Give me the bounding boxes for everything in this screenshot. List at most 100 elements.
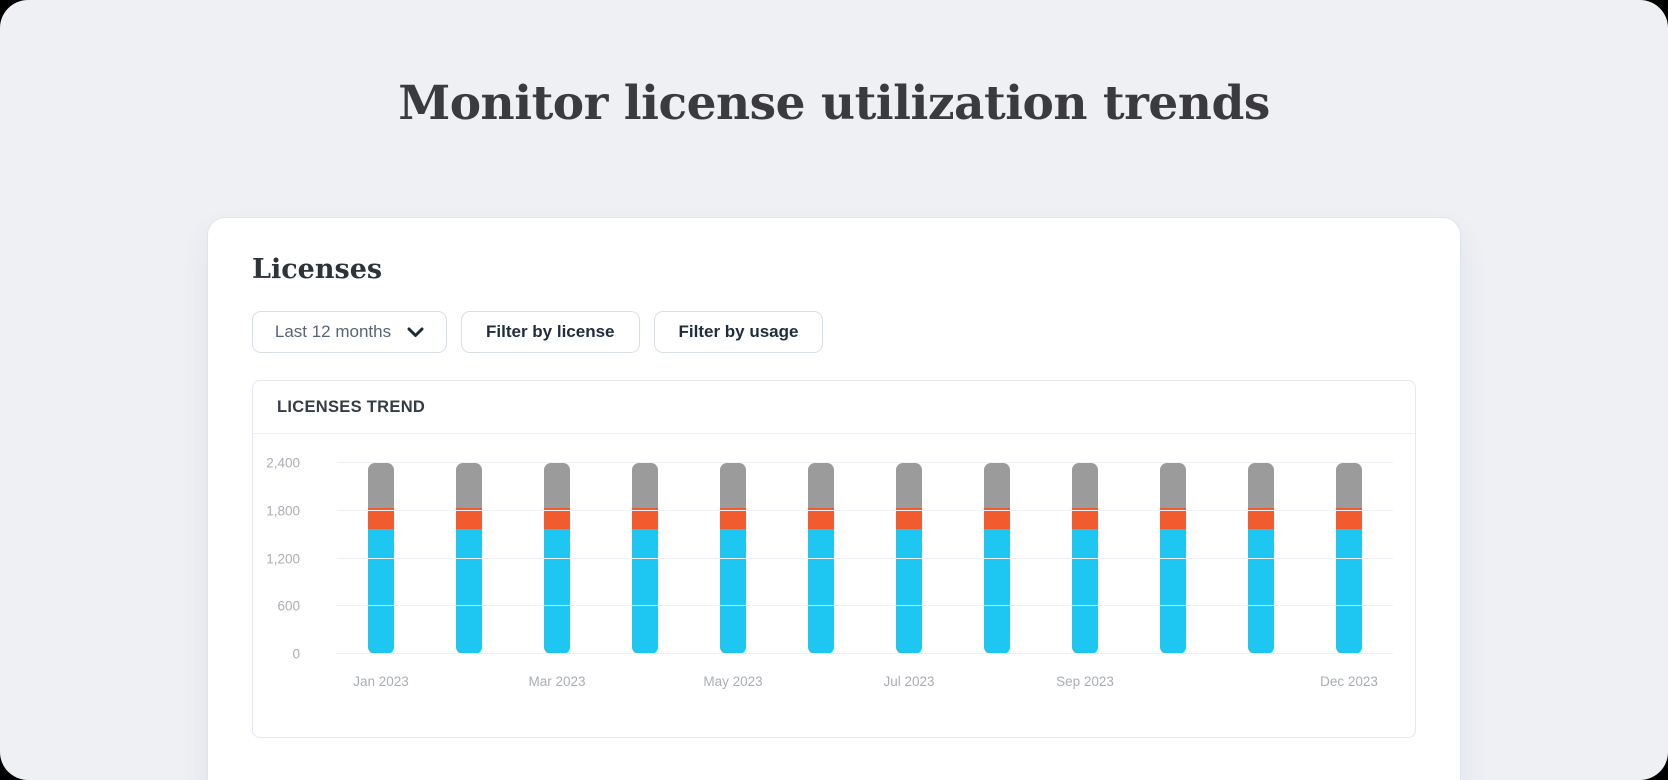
bar-segment-gray-segment xyxy=(1072,463,1098,508)
stacked-bar xyxy=(368,463,394,654)
bar-segment-gray-segment xyxy=(720,463,746,508)
licenses-card: Licenses Last 12 months Filter by licens… xyxy=(207,217,1461,780)
licenses-trend-panel: LICENSES TREND 0 600 1,200 1,800 2,400 Jan 2… xyxy=(252,380,1416,738)
gridline xyxy=(337,653,1393,654)
stacked-bar xyxy=(1248,463,1274,654)
bar-segment-cyan-segment xyxy=(456,529,482,654)
bar-segment-cyan-segment xyxy=(1248,529,1274,654)
bar-segment-cyan-segment xyxy=(896,529,922,654)
bar-segment-orange-segment xyxy=(544,508,570,529)
bar-segment-orange-segment xyxy=(896,508,922,529)
bar-slot xyxy=(337,463,425,654)
bar-segment-gray-segment xyxy=(456,463,482,508)
bar-slot xyxy=(689,463,777,654)
bar-segment-cyan-segment xyxy=(368,529,394,654)
stacked-bar xyxy=(544,463,570,654)
bar-segment-gray-segment xyxy=(1248,463,1274,508)
bar-slot xyxy=(953,463,1041,654)
x-tick-label: Jan 2023 xyxy=(353,674,409,689)
x-tick-label xyxy=(1129,674,1217,691)
bar-slot xyxy=(1217,463,1305,654)
bar-segment-cyan-segment xyxy=(984,529,1010,654)
gridline xyxy=(337,605,1393,607)
plot-area xyxy=(337,462,1393,654)
y-tick-label: 0 xyxy=(292,646,300,662)
bar-slot xyxy=(777,463,865,654)
stacked-bar xyxy=(1072,463,1098,654)
gridline xyxy=(337,462,1393,463)
bar-segment-cyan-segment xyxy=(544,529,570,654)
bar-segment-cyan-segment xyxy=(1336,529,1362,654)
bar-segment-orange-segment xyxy=(632,508,658,529)
bar-segment-gray-segment xyxy=(1336,463,1362,508)
filter-by-usage-button[interactable]: Filter by usage xyxy=(653,311,824,353)
stacked-bar xyxy=(896,463,922,654)
licenses-trend-chart: 0 600 1,200 1,800 2,400 xyxy=(253,434,1415,662)
stacked-bar xyxy=(808,463,834,654)
bars-row xyxy=(337,463,1393,654)
x-tick-label: Mar 2023 xyxy=(528,674,586,689)
stacked-bar xyxy=(632,463,658,654)
stacked-bar xyxy=(456,463,482,654)
x-tick-label xyxy=(953,674,1041,691)
bar-segment-cyan-segment xyxy=(632,529,658,654)
panel-bottom-padding xyxy=(253,691,1415,737)
bar-segment-orange-segment xyxy=(984,508,1010,529)
bar-segment-gray-segment xyxy=(368,463,394,508)
x-tick-label: Jul 2023 xyxy=(883,674,935,689)
y-axis: 0 600 1,200 1,800 2,400 xyxy=(266,456,337,662)
x-tick-label xyxy=(1217,674,1305,691)
bar-segment-cyan-segment xyxy=(1160,529,1186,654)
bar-slot xyxy=(1041,463,1129,654)
bar-segment-cyan-segment xyxy=(1072,529,1098,654)
date-range-value: Last 12 months xyxy=(274,322,392,341)
bar-segment-orange-segment xyxy=(1072,508,1098,529)
x-axis: Jan 2023 Mar 2023 May 2023 Jul 2023 Sep 2023… xyxy=(337,674,1393,691)
bar-segment-gray-segment xyxy=(1160,463,1186,508)
bar-segment-gray-segment xyxy=(544,463,570,508)
filter-by-license-button[interactable]: Filter by license xyxy=(461,311,640,353)
bar-segment-gray-segment xyxy=(632,463,658,508)
x-tick-label xyxy=(777,674,865,691)
y-tick-label: 1,800 xyxy=(266,503,300,519)
bar-slot xyxy=(1305,463,1393,654)
gridline xyxy=(337,509,1393,511)
x-tick-label xyxy=(601,674,689,691)
x-tick-label: Sep 2023 xyxy=(1056,674,1114,689)
bar-slot xyxy=(1129,463,1217,654)
bar-segment-orange-segment xyxy=(720,508,746,529)
stacked-bar xyxy=(1336,463,1362,654)
stacked-bar xyxy=(984,463,1010,654)
y-tick-label: 1,200 xyxy=(266,551,300,566)
chart-title: LICENSES TREND xyxy=(253,381,1415,434)
bar-segment-orange-segment xyxy=(368,508,394,529)
gridline xyxy=(337,557,1393,559)
bar-segment-cyan-segment xyxy=(808,529,834,654)
bar-segment-gray-segment xyxy=(808,463,834,508)
bar-segment-orange-segment xyxy=(808,508,834,529)
page-title: Monitor license utilization trends xyxy=(398,76,1270,131)
y-tick-label: 600 xyxy=(277,598,300,614)
x-tick-label xyxy=(425,674,513,691)
stacked-bar xyxy=(1160,463,1186,654)
bar-slot xyxy=(601,463,689,654)
bar-segment-cyan-segment xyxy=(720,529,746,654)
bar-segment-orange-segment xyxy=(456,508,482,529)
x-tick-label: Dec 2023 xyxy=(1320,674,1378,689)
chevron-down-icon xyxy=(407,327,424,338)
bar-segment-gray-segment xyxy=(984,463,1010,508)
bar-segment-orange-segment xyxy=(1336,508,1362,529)
bar-segment-gray-segment xyxy=(896,463,922,508)
date-range-dropdown[interactable]: Last 12 months xyxy=(252,311,447,353)
stacked-bar xyxy=(720,463,746,654)
filter-toolbar: Last 12 months Filter by license Filter … xyxy=(252,311,1416,353)
bar-segment-orange-segment xyxy=(1160,508,1186,529)
x-tick-label: May 2023 xyxy=(703,674,763,689)
bar-segment-orange-segment xyxy=(1248,508,1274,529)
bar-slot xyxy=(425,463,513,654)
bar-slot xyxy=(513,463,601,654)
bar-slot xyxy=(865,463,953,654)
card-title: Licenses xyxy=(252,254,383,285)
y-tick-label: 2,400 xyxy=(266,455,300,471)
